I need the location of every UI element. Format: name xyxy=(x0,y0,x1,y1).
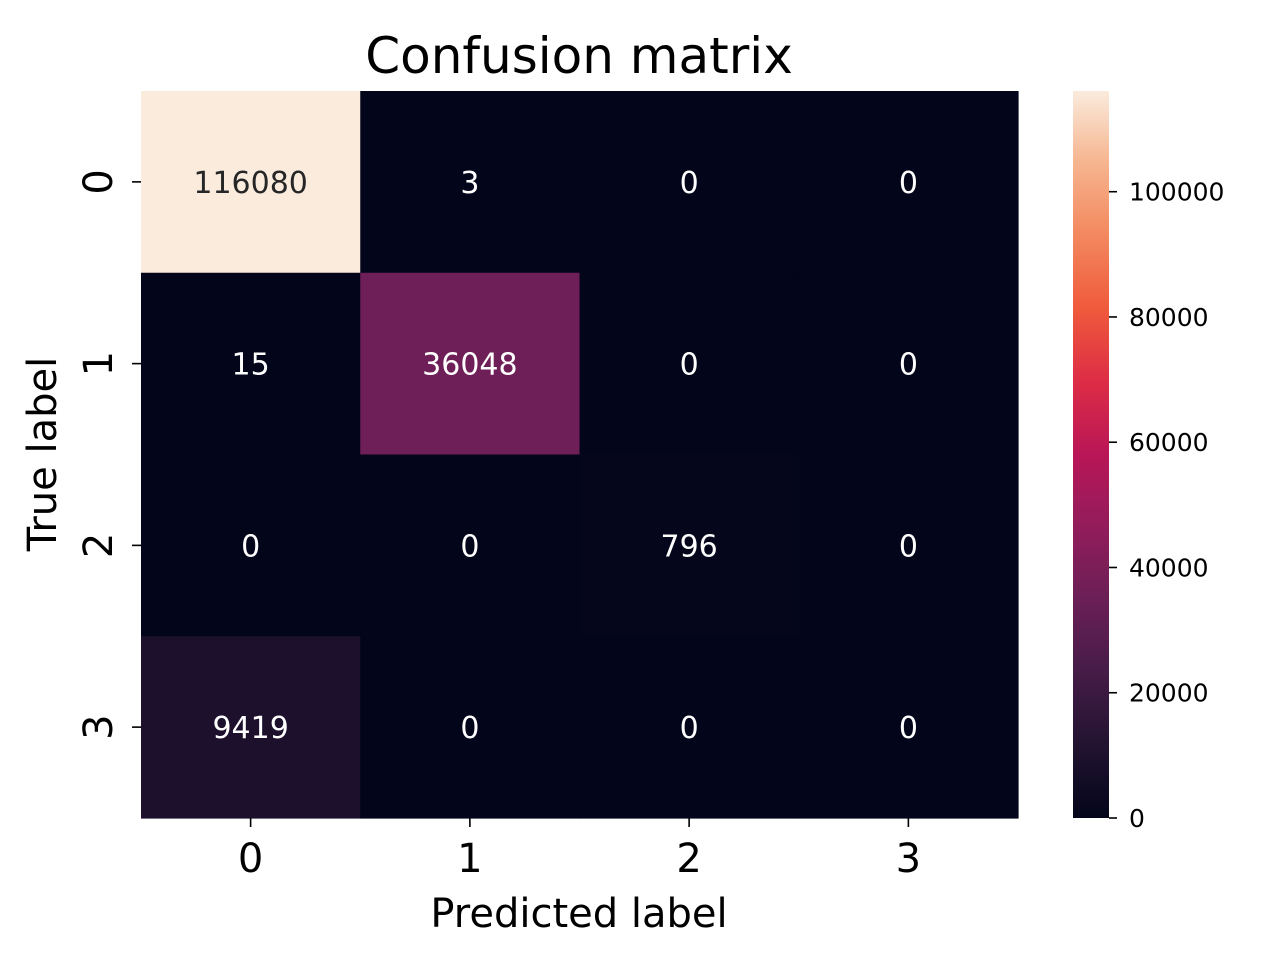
heatmap-cell-0-0 xyxy=(141,91,361,274)
heatmap-cell-3-0 xyxy=(141,636,361,819)
heatmap-cell-2-1 xyxy=(360,454,581,637)
heatmap-cell-0-3 xyxy=(798,91,1019,274)
x-axis-ticks: 0 1 2 3 xyxy=(238,818,921,882)
y-tick-label-1: 1 xyxy=(76,351,122,376)
heatmap-cell-2-0 xyxy=(141,454,361,637)
y-tick-label-3: 3 xyxy=(76,714,122,739)
heatmap-cell-1-1 xyxy=(360,272,581,456)
heatmap-cell-3-3 xyxy=(798,636,1019,819)
cell-value-2-3: 0 xyxy=(899,529,918,564)
heatmap-cell-1-3 xyxy=(798,272,1019,456)
colorbar xyxy=(1073,91,1109,818)
colorbar-tick-label-5: 100000 xyxy=(1129,178,1224,207)
heatmap-cell-1-0 xyxy=(141,272,361,456)
cell-value-0-0: 116080 xyxy=(193,166,308,201)
heatmap-cell-1-2 xyxy=(579,272,800,456)
colorbar-tick-label-3: 60000 xyxy=(1129,428,1209,457)
cell-value-3-2: 0 xyxy=(680,711,699,746)
y-axis-ticks: 0 1 2 3 xyxy=(76,169,141,740)
colorbar-tick-label-2: 40000 xyxy=(1129,553,1209,582)
y-tick-label-2: 2 xyxy=(76,533,122,558)
heatmap-cell-3-1 xyxy=(360,636,581,819)
y-axis-label: True label xyxy=(20,357,66,552)
cell-value-1-3: 0 xyxy=(899,348,918,383)
heatmap-cell-2-3 xyxy=(798,454,1019,637)
y-tick-label-0: 0 xyxy=(76,169,122,194)
cell-value-0-2: 0 xyxy=(680,166,699,201)
colorbar-tick-label-0: 0 xyxy=(1129,804,1145,833)
colorbar-tick-label-4: 80000 xyxy=(1129,303,1209,332)
colorbar-ticks: 0 20000 40000 60000 80000 100000 xyxy=(1109,178,1224,833)
heatmap-cell-3-2 xyxy=(579,636,800,819)
cell-value-2-2: 796 xyxy=(660,529,717,564)
cell-value-3-1: 0 xyxy=(460,711,479,746)
heatmap-cell-0-1 xyxy=(360,91,581,274)
x-axis-label: Predicted label xyxy=(430,891,727,937)
x-tick-label-3: 3 xyxy=(896,836,921,882)
cell-value-0-1: 3 xyxy=(460,166,479,201)
heatmap-cells xyxy=(141,91,1019,819)
x-tick-label-1: 1 xyxy=(457,836,482,882)
colorbar-tick-label-1: 20000 xyxy=(1129,679,1209,708)
cell-value-1-2: 0 xyxy=(680,348,699,383)
x-tick-label-2: 2 xyxy=(676,836,701,882)
heatmap-cell-2-2 xyxy=(579,454,800,637)
cell-value-3-3: 0 xyxy=(899,711,918,746)
x-tick-label-0: 0 xyxy=(238,836,263,882)
cell-value-2-1: 0 xyxy=(460,529,479,564)
cell-annotations: 116080 3 0 0 15 36048 0 0 0 0 796 0 9419 0 0 0 xyxy=(193,166,918,746)
cell-value-0-3: 0 xyxy=(899,166,918,201)
chart-title: Confusion matrix xyxy=(365,27,793,85)
cell-value-3-0: 9419 xyxy=(212,711,288,746)
heatmap-cell-0-2 xyxy=(579,91,800,274)
cell-value-1-1: 36048 xyxy=(422,348,517,383)
cell-value-2-0: 0 xyxy=(241,529,260,564)
cell-value-1-0: 15 xyxy=(232,348,270,383)
